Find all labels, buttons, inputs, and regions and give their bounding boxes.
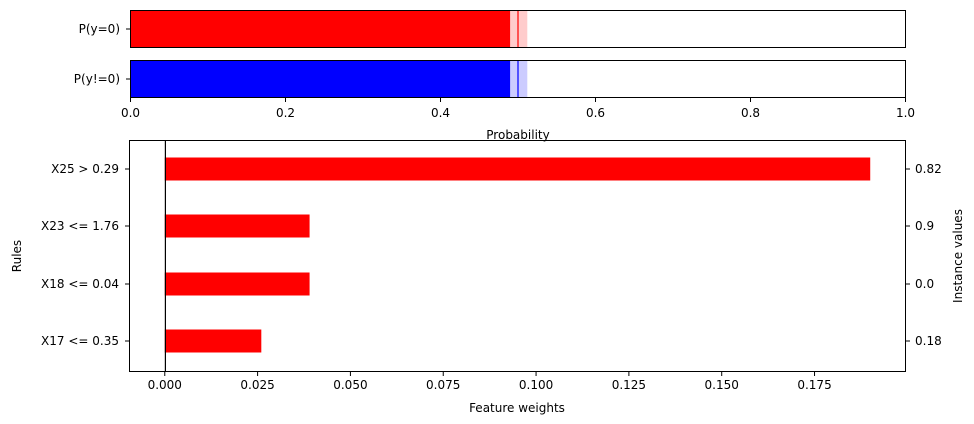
prob-x-axis-label: Probability xyxy=(486,128,549,142)
prob-axes-frame-row-1 xyxy=(130,10,906,48)
prob-category-label-1: P(y=0) xyxy=(79,22,120,36)
rule-label: X17 <= 0.35 xyxy=(41,334,119,348)
weight-bar xyxy=(164,214,310,238)
prob-xtick-label: 0.6 xyxy=(586,106,605,120)
rule-labels: X25 > 0.29 X23 <= 1.76 X18 <= 0.04 X17 <= 0… xyxy=(41,162,130,348)
prob-xtick-label: 1.0 xyxy=(896,106,915,120)
prob-interval-1 xyxy=(510,11,528,47)
rule-label: X18 <= 0.04 xyxy=(41,277,119,291)
instance-value-label: 0.82 xyxy=(915,162,942,176)
weights-xtick-label: 0.150 xyxy=(705,378,739,392)
instance-value-label: 0.0 xyxy=(915,277,934,291)
weights-x-axis-label: Feature weights xyxy=(469,401,565,415)
prob-xtick-label: 0.0 xyxy=(121,106,140,120)
instance-values-axis-label: Instance values xyxy=(951,209,965,303)
prob-axes-frame-row-2 xyxy=(130,60,906,98)
prob-interval-2 xyxy=(510,61,528,97)
weights-xtick-label: 0.125 xyxy=(612,378,646,392)
weights-xtick-label: 0.100 xyxy=(519,378,553,392)
probability-bars-layer xyxy=(130,11,528,97)
instance-value-label: 0.18 xyxy=(915,334,942,348)
weights-xtick-label: 0.050 xyxy=(333,378,367,392)
weight-bar xyxy=(164,329,262,353)
weight-bar xyxy=(164,272,310,296)
instance-value-label: 0.9 xyxy=(915,219,934,233)
prob-xticks: 0.0 0.2 0.4 0.6 0.8 1.0 xyxy=(121,98,915,120)
weights-axes-frame xyxy=(129,140,906,372)
rule-label: X25 > 0.29 xyxy=(51,162,119,176)
rule-label: X23 <= 1.76 xyxy=(41,219,119,233)
weights-xtick-label: 0.175 xyxy=(797,378,831,392)
weight-bar xyxy=(164,157,871,181)
prob-xtick-label: 0.8 xyxy=(741,106,760,120)
weights-xtick-label: 0.075 xyxy=(426,378,460,392)
instance-value-labels: 0.82 0.9 0.0 0.18 xyxy=(905,162,942,348)
weights-xticks: 0.000 0.025 0.050 0.075 0.100 0.125 0.150 0.175 xyxy=(148,372,832,392)
prob-xtick-label: 0.4 xyxy=(431,106,450,120)
rules-axis-label: Rules xyxy=(10,240,24,272)
weights-xtick-label: 0.025 xyxy=(240,378,274,392)
probability-panel: P(y=0) P(y!=0) 0.0 0.2 0.4 0.6 0.8 1.0 Probab… xyxy=(74,10,915,142)
prob-xtick-label: 0.2 xyxy=(276,106,295,120)
feature-bars-layer xyxy=(164,157,871,353)
feature-weights-panel: X25 > 0.29 X23 <= 1.76 X18 <= 0.04 X17 <= 0… xyxy=(10,140,965,415)
weights-xtick-label: 0.000 xyxy=(148,378,182,392)
prob-bar-2 xyxy=(130,61,511,97)
prob-category-label-2: P(y!=0) xyxy=(74,72,120,86)
prob-bar-1 xyxy=(130,11,511,47)
